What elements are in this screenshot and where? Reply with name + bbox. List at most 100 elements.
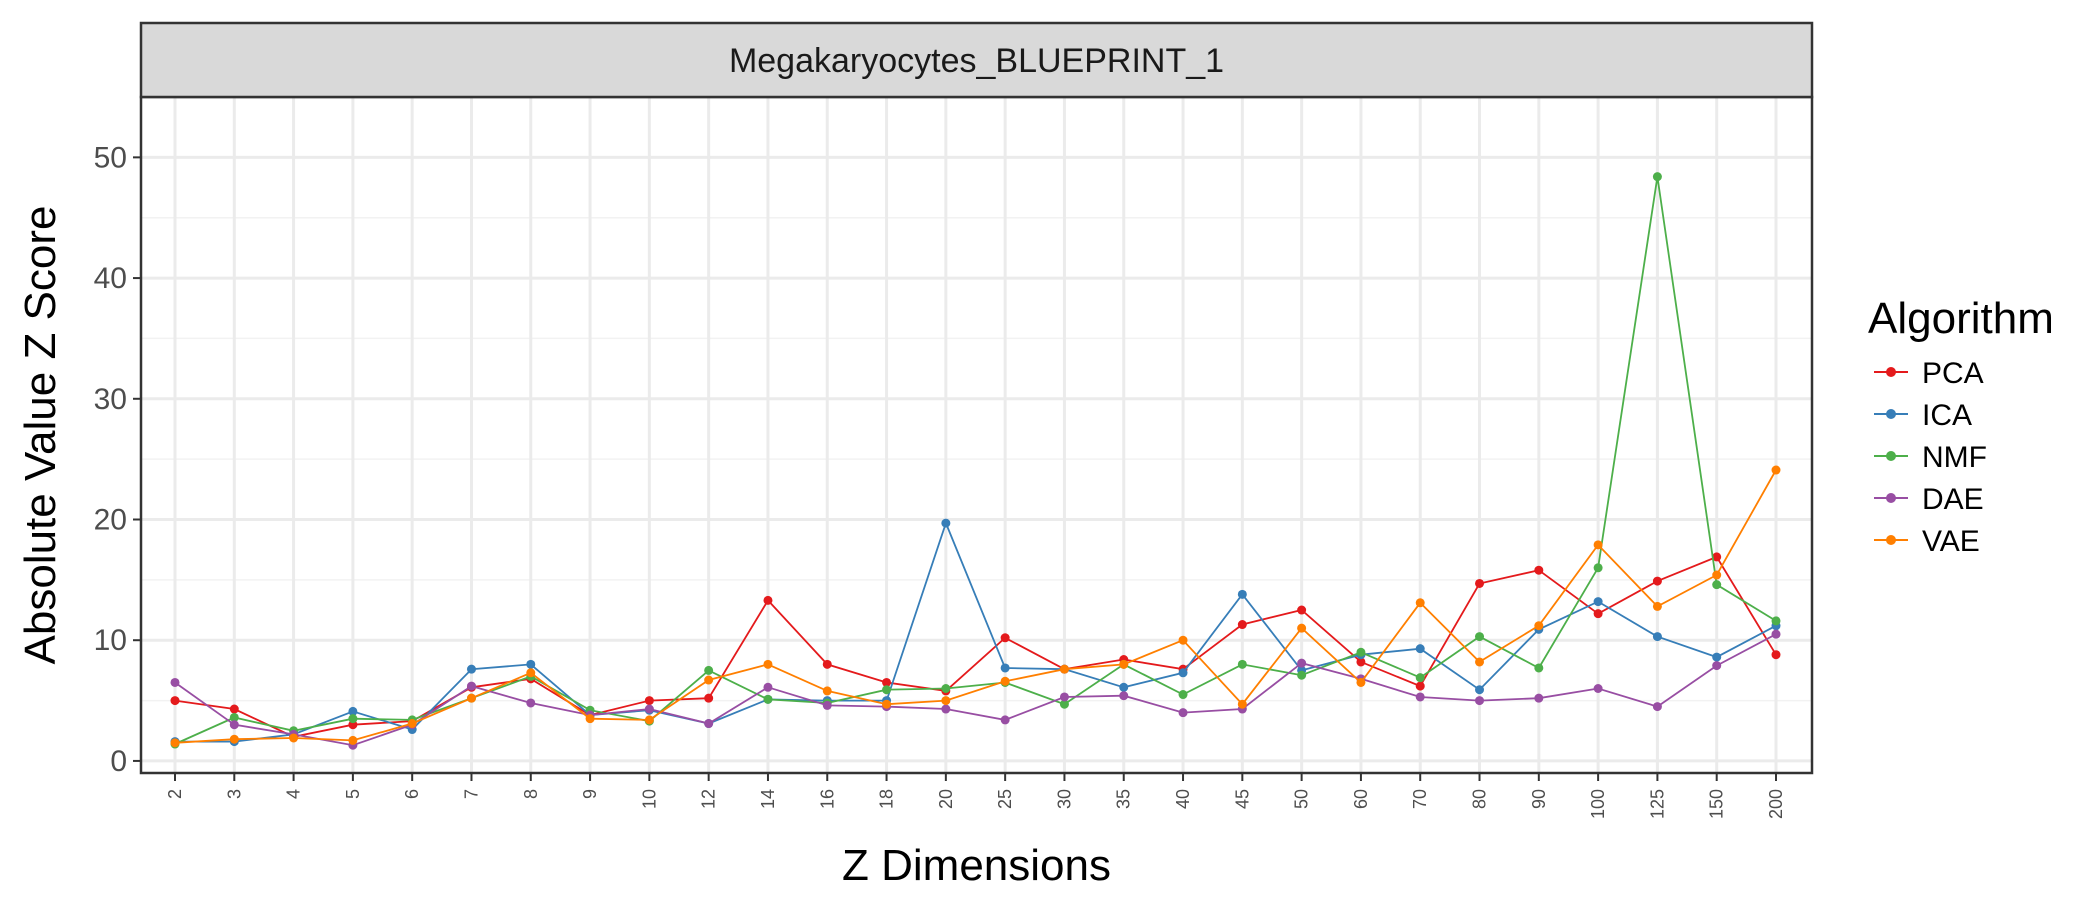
data-point-vae — [1593, 540, 1603, 550]
data-point-ica — [1475, 685, 1485, 695]
data-point-nmf — [763, 694, 773, 704]
data-point-ica — [466, 664, 476, 674]
legend-label: PCA — [1922, 357, 1984, 390]
x-tick-label: 45 — [1232, 789, 1252, 809]
data-point-dae — [1534, 693, 1544, 703]
y-tick-label: 10 — [94, 624, 127, 657]
data-point-nmf — [1059, 699, 1069, 709]
data-point-nmf — [1178, 690, 1188, 700]
data-point-pca — [1475, 578, 1485, 588]
data-point-vae — [466, 693, 476, 703]
data-point-vae — [1652, 601, 1662, 611]
data-point-nmf — [1712, 580, 1722, 590]
data-point-vae — [407, 719, 417, 729]
x-tick-label: 80 — [1470, 789, 1490, 809]
data-point-pca — [170, 696, 180, 706]
legend-title: Algorithm — [1868, 294, 2054, 343]
x-tick-label: 25 — [995, 789, 1015, 809]
data-point-ica — [1415, 644, 1425, 654]
y-tick-label: 20 — [94, 504, 127, 537]
data-point-dae — [1000, 715, 1010, 725]
data-point-vae — [763, 659, 773, 669]
legend-item-ica: ICA — [1874, 399, 1972, 432]
data-point-nmf — [941, 684, 951, 693]
data-point-pca — [1593, 609, 1603, 619]
data-point-nmf — [1771, 616, 1781, 626]
x-tick-label: 18 — [877, 789, 897, 809]
data-point-dae — [704, 719, 714, 729]
data-point-ica — [1000, 663, 1010, 673]
data-point-dae — [1178, 708, 1188, 718]
data-point-vae — [1000, 676, 1010, 686]
x-tick-label: 7 — [461, 789, 481, 799]
data-point-nmf — [882, 685, 892, 695]
x-tick-label: 4 — [284, 789, 304, 799]
data-point-nmf — [229, 712, 239, 722]
series-vae — [170, 465, 1781, 748]
data-point-vae — [348, 735, 358, 745]
series-line-vae — [174, 469, 1777, 744]
data-point-nmf — [348, 714, 358, 724]
facet-strip: Megakaryocytes_BLUEPRINT_1 — [139, 21, 1814, 99]
data-point-pca — [229, 704, 239, 714]
data-point-dae — [1652, 702, 1662, 712]
x-tick-label: 20 — [936, 789, 956, 809]
data-point-vae — [1297, 623, 1307, 633]
data-point-ica — [941, 518, 951, 528]
plot-background — [141, 97, 1812, 773]
x-tick-label: 60 — [1351, 789, 1371, 809]
data-point-pca — [1771, 650, 1781, 660]
data-point-vae — [882, 699, 892, 709]
data-point-dae — [1712, 661, 1722, 671]
y-tick-label: 50 — [94, 141, 127, 174]
x-tick-label: 12 — [699, 789, 719, 809]
x-tick-label: 50 — [1292, 789, 1312, 809]
x-axis-title: Z Dimensions — [842, 841, 1111, 890]
legend-item-nmf: NMF — [1874, 441, 1987, 474]
data-point-pca — [1712, 552, 1722, 562]
grid-lines — [141, 97, 1812, 773]
data-point-pca — [763, 595, 773, 605]
legend-key-point — [1886, 451, 1896, 461]
chart-title: Megakaryocytes_BLUEPRINT_1 — [729, 42, 1224, 80]
x-tick-label: 6 — [402, 789, 422, 799]
data-point-ica — [1593, 597, 1603, 607]
data-point-vae — [1415, 598, 1425, 608]
legend-label: ICA — [1922, 399, 1972, 432]
data-point-dae — [941, 704, 951, 714]
x-tick-label: 14 — [758, 789, 778, 809]
data-point-vae — [1475, 657, 1485, 667]
legend-key-point — [1886, 409, 1896, 419]
data-point-pca — [1237, 620, 1247, 630]
data-point-vae — [229, 734, 239, 744]
x-tick-label: 35 — [1114, 789, 1134, 809]
legend-label: NMF — [1922, 441, 1987, 474]
x-tick-label: 70 — [1410, 789, 1430, 809]
data-point-dae — [1771, 629, 1781, 639]
data-point-pca — [882, 677, 892, 687]
y-tick-label: 30 — [94, 383, 127, 416]
data-point-vae — [1059, 664, 1069, 674]
x-tick-label: 100 — [1588, 789, 1608, 819]
data-point-nmf — [1534, 663, 1544, 673]
legend-key-point — [1886, 367, 1896, 377]
data-point-dae — [822, 700, 832, 710]
data-point-nmf — [1652, 172, 1662, 182]
data-point-vae — [585, 714, 595, 724]
data-point-nmf — [1237, 659, 1247, 669]
data-point-pca — [1000, 633, 1010, 643]
x-tick-label: 16 — [817, 789, 837, 809]
data-point-vae — [170, 738, 180, 748]
data-point-vae — [1356, 677, 1366, 687]
data-point-ica — [348, 706, 358, 716]
x-tick-label: 40 — [1173, 789, 1193, 809]
series-line-pca — [174, 555, 1777, 738]
data-point-pca — [822, 659, 832, 669]
x-tick-label: 2 — [165, 789, 185, 799]
x-tick-label: 8 — [521, 789, 541, 799]
x-tick-label: 150 — [1707, 789, 1727, 819]
data-point-nmf — [1475, 632, 1485, 642]
data-point-dae — [644, 704, 654, 714]
x-tick-label: 30 — [1054, 789, 1074, 809]
legend-item-vae: VAE — [1874, 525, 1980, 558]
